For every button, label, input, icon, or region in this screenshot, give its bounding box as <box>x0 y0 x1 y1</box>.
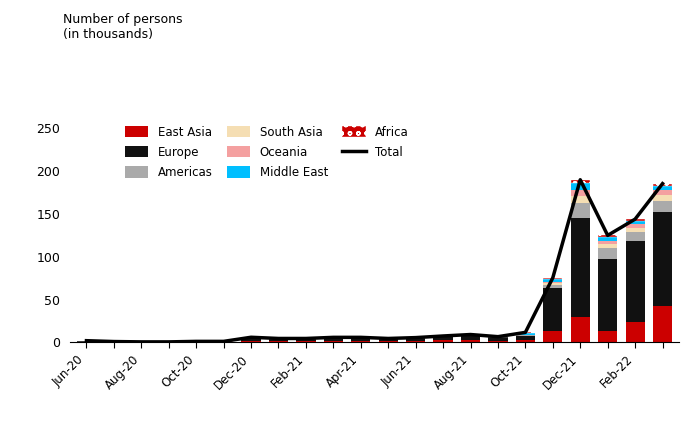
Bar <box>626 241 645 322</box>
Bar <box>543 278 562 279</box>
Bar <box>379 339 398 341</box>
Bar <box>351 341 370 342</box>
Bar <box>570 196 590 203</box>
Bar <box>570 190 590 196</box>
Bar <box>598 331 617 342</box>
Bar <box>516 333 535 335</box>
Bar <box>626 228 645 232</box>
Bar <box>379 341 398 342</box>
Bar <box>626 232 645 241</box>
Bar <box>296 339 316 341</box>
Bar <box>296 341 316 342</box>
Bar <box>570 183 590 190</box>
Text: Number of persons
(in thousands): Number of persons (in thousands) <box>63 13 183 41</box>
Bar <box>461 336 480 340</box>
Bar <box>323 338 343 341</box>
Bar <box>626 221 645 224</box>
Bar <box>461 340 480 342</box>
Bar <box>543 331 562 342</box>
Bar <box>241 338 260 341</box>
Bar <box>598 237 617 241</box>
Bar <box>570 317 590 342</box>
Bar <box>653 212 672 306</box>
Bar <box>626 224 645 228</box>
Bar <box>570 218 590 317</box>
Bar <box>269 341 288 342</box>
Bar <box>433 340 453 342</box>
Bar <box>598 241 617 244</box>
Bar <box>653 184 672 186</box>
Bar <box>516 340 535 342</box>
Bar <box>598 235 617 237</box>
Bar <box>433 337 453 340</box>
Bar <box>406 338 426 341</box>
Bar <box>543 279 562 282</box>
Bar <box>653 195 672 201</box>
Bar <box>598 244 617 248</box>
Bar <box>653 190 672 195</box>
Bar <box>570 203 590 218</box>
Bar <box>489 341 508 342</box>
Bar <box>653 306 672 342</box>
Bar <box>626 219 645 221</box>
Legend: East Asia, Europe, Americas, South Asia, Oceania, Middle East, Africa, Total: East Asia, Europe, Americas, South Asia,… <box>125 126 409 179</box>
Bar <box>570 180 590 183</box>
Bar <box>489 337 508 341</box>
Bar <box>516 336 535 340</box>
Bar <box>653 201 672 212</box>
Bar <box>543 283 562 285</box>
Bar <box>653 186 672 190</box>
Bar <box>406 341 426 342</box>
Bar <box>626 322 645 342</box>
Bar <box>77 341 96 342</box>
Bar <box>543 282 562 283</box>
Bar <box>598 259 617 331</box>
Bar <box>269 339 288 341</box>
Bar <box>323 341 343 342</box>
Bar <box>543 285 562 288</box>
Bar <box>543 288 562 331</box>
Bar <box>351 338 370 341</box>
Bar <box>598 248 617 259</box>
Bar <box>241 341 260 342</box>
